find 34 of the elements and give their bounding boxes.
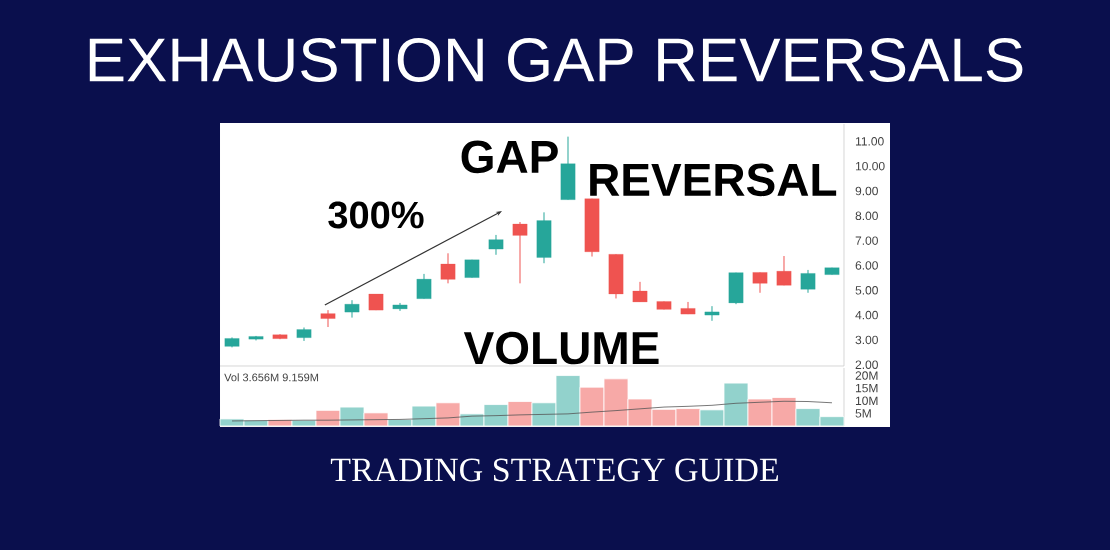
candlestick bbox=[320, 309, 336, 328]
text: TRADING STRATEGY GUIDE bbox=[330, 458, 779, 482]
candlestick bbox=[512, 221, 528, 284]
candlestick bbox=[416, 273, 432, 300]
candlestick bbox=[704, 305, 720, 322]
candlestick bbox=[344, 299, 360, 319]
y-tick-label: 5.00 bbox=[855, 286, 878, 295]
y-tick-label: 10M bbox=[855, 396, 878, 406]
candlestick bbox=[776, 255, 792, 286]
candlestick bbox=[680, 301, 696, 315]
y-tick-label: 10.00 bbox=[855, 161, 885, 171]
candlestick bbox=[800, 269, 816, 294]
y-tick-label: 11.00 bbox=[855, 137, 884, 146]
y-tick-label: 5M bbox=[855, 409, 871, 418]
annotation: Vol 3.656M 9.159M bbox=[224, 373, 319, 382]
annotation: GAP bbox=[461, 140, 558, 174]
y-tick-label: 4.00 bbox=[855, 310, 878, 320]
y-tick-label: 15M bbox=[855, 383, 878, 393]
y-tick-label: 2.00 bbox=[855, 360, 878, 369]
y-tick-label: 9.00 bbox=[855, 186, 878, 196]
candlestick bbox=[440, 252, 456, 284]
chart-title: EXHAUSTION GAP REVERSALS bbox=[89, 38, 1023, 82]
line-series bbox=[231, 400, 833, 422]
annotation: 300% bbox=[328, 201, 424, 229]
annotation: REVERSAL bbox=[590, 163, 837, 197]
candlestick bbox=[752, 271, 768, 294]
y-tick-label: 20M bbox=[855, 371, 878, 380]
annotation: VOLUME bbox=[463, 331, 659, 365]
y-tick-label: 7.00 bbox=[855, 236, 878, 245]
y-tick-label: 3.00 bbox=[855, 335, 878, 345]
candlestick bbox=[488, 234, 504, 256]
y-tick-label: 6.00 bbox=[855, 261, 878, 270]
y-tick-label: 8.00 bbox=[855, 211, 878, 221]
candlestick bbox=[632, 281, 648, 303]
